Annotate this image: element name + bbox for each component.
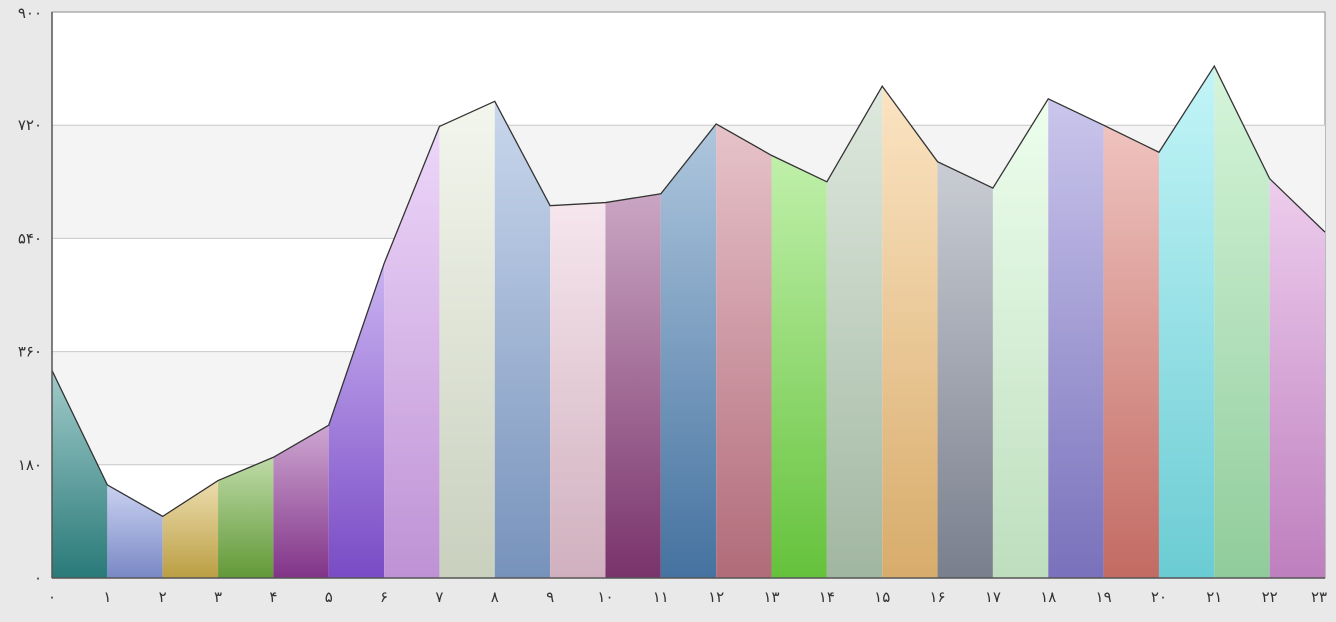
x-tick-label: ۲۳ xyxy=(1311,588,1327,606)
area-segment xyxy=(882,86,938,578)
area-segment xyxy=(384,126,440,579)
x-tick-label: ۵ xyxy=(325,588,333,606)
area-segment xyxy=(439,101,495,579)
y-tick-label: ۹۰۰ xyxy=(18,4,42,22)
x-tick-label: ۱۸ xyxy=(1040,588,1056,606)
x-tick-labels: ۰ ۱ ۲ ۳ ۴ ۵ ۶ ۷ ۸ ۹ ۱۰ ۱۱ ۱۲ ۱۳ ۱۴ ۱۵ ۱۶ ۱۷ ۱۸ ۱۹ ۲۰ ۲۱ ۲۲ ۲۳ xyxy=(48,588,1327,606)
x-tick-label: ۷ xyxy=(435,588,443,606)
x-tick-label: ۸ xyxy=(491,588,499,606)
x-tick-label: ۱۳ xyxy=(763,588,779,606)
area-segment xyxy=(660,123,717,578)
area-segment xyxy=(52,370,108,578)
area-segment xyxy=(218,457,274,578)
area-segments xyxy=(52,66,1325,579)
x-tick-label: ۰ xyxy=(48,588,56,606)
area-segment xyxy=(937,161,993,579)
x-tick-label: ۴ xyxy=(269,588,277,606)
x-tick-label: ۱ xyxy=(103,588,111,606)
x-tick-label: ۲ xyxy=(159,588,167,606)
area-segment xyxy=(992,98,1049,578)
area-segment xyxy=(107,484,163,578)
area-segment xyxy=(1269,178,1325,578)
series-polyline xyxy=(51,64,1326,518)
series-line xyxy=(51,64,1326,518)
y-tick-label: ۷۲۰ xyxy=(18,116,42,134)
x-tick-label: ۱۰ xyxy=(597,588,613,606)
area-segment xyxy=(1214,66,1270,578)
x-tick-label: ۱۵ xyxy=(874,588,890,606)
area-segment xyxy=(162,480,219,578)
x-tick-label: ۱۴ xyxy=(819,588,835,606)
area-segment xyxy=(494,101,551,579)
x-tick-label: ۱۹ xyxy=(1096,588,1112,606)
x-tick-label: ۳ xyxy=(214,588,222,606)
x-tick-label: ۱۶ xyxy=(930,588,946,606)
x-tick-label: ۲۲ xyxy=(1262,588,1278,606)
area-segment xyxy=(273,425,329,578)
y-tick-label: ۵۴۰ xyxy=(18,229,42,247)
x-tick-label: ۶ xyxy=(380,588,388,606)
y-tick-label: ۰ xyxy=(34,569,42,587)
area-segment xyxy=(550,202,606,578)
area-segment xyxy=(1158,66,1215,578)
area-segment xyxy=(771,155,827,579)
x-tick-label: ۱۱ xyxy=(653,588,669,606)
x-tick-label: ۹ xyxy=(546,588,554,606)
x-tick-label: ۲۱ xyxy=(1206,588,1222,606)
area-segment xyxy=(1048,98,1104,578)
y-tick-labels: ۰ ۱۸۰ ۳۶۰ ۵۴۰ ۷۲۰ ۹۰۰ xyxy=(18,4,42,587)
area-segment xyxy=(328,263,385,578)
area-segment xyxy=(605,193,661,578)
y-tick-label: ۳۶۰ xyxy=(18,343,42,361)
area-segment xyxy=(1103,125,1159,578)
area-segment xyxy=(826,86,883,578)
area-segment xyxy=(716,123,772,578)
x-tick-label: ۲۰ xyxy=(1151,588,1167,606)
y-tick-label: ۱۸۰ xyxy=(18,456,42,474)
x-tick-label: ۱۲ xyxy=(708,588,724,606)
x-tick-label: ۱۷ xyxy=(985,588,1001,606)
